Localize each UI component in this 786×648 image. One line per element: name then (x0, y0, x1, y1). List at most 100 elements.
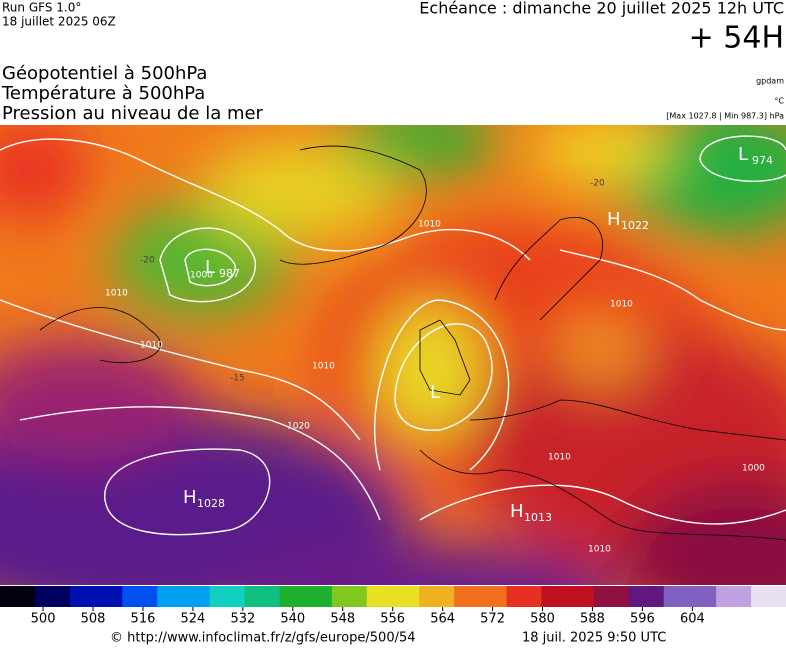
colorbar-swatch (69, 586, 88, 607)
colorbar-swatch (296, 586, 315, 607)
field-name: Géopotentiel à 500hPa (2, 63, 207, 84)
colorbar-swatch (17, 586, 36, 607)
colorbar-swatch (663, 586, 682, 607)
colorbar-label: 500 (31, 612, 56, 627)
center-letter: L (205, 257, 215, 278)
isobar-label: 1020 (287, 422, 310, 432)
center-letter: H (183, 487, 197, 508)
colorbar-swatch (489, 586, 508, 607)
colorbar-label: 516 (131, 612, 156, 627)
temperature-label: -20 (590, 179, 605, 189)
colorbar-label: 564 (430, 612, 455, 627)
unit: °C (774, 97, 784, 106)
colorbar-swatch (611, 586, 630, 607)
isobar-label: 1000 (742, 464, 765, 474)
colorbar-swatch (262, 586, 280, 607)
colorbar-label: 596 (630, 612, 655, 627)
field-name: Pression au niveau de la mer (2, 103, 264, 124)
colorbar-label: 548 (330, 612, 355, 627)
center-value: 1028 (197, 497, 225, 510)
colorbar-label: 524 (180, 612, 205, 627)
colorbar-swatch (541, 586, 560, 607)
colorbar-swatch (279, 586, 298, 607)
valid-time: Echéance : dimanche 20 juillet 2025 12h … (419, 0, 784, 18)
colorbar-swatch (139, 586, 158, 607)
colorbar-swatch (192, 586, 211, 607)
colorbar-swatch (401, 586, 420, 607)
colorbar-swatch (768, 586, 786, 607)
generated-time: 18 juil. 2025 9:50 UTC (522, 631, 666, 646)
colorbar-swatch (716, 586, 735, 607)
colorbar-label: 572 (480, 612, 505, 627)
colorbar-swatch (244, 586, 263, 607)
isobar-label: 1010 (105, 289, 128, 299)
isobar-label: 1010 (418, 220, 441, 230)
colorbar-swatch (52, 586, 71, 607)
colorbar-swatch (733, 586, 752, 607)
colorbar-swatch (349, 586, 368, 607)
isobar-label: 1010 (140, 341, 163, 351)
colorbar-label: 604 (680, 612, 705, 627)
temperature-label: -15 (230, 374, 245, 384)
colorbar-swatch (104, 586, 123, 607)
colorbar-swatch (471, 586, 490, 607)
isobars (0, 135, 786, 536)
colorbar-label: 532 (230, 612, 255, 627)
unit: [Max 1027.8 | Min 987.3] hPa (666, 112, 784, 121)
colorbar-swatch (227, 586, 246, 607)
center-letter: H (607, 209, 621, 230)
run-label: Run GFS 1.0° (2, 1, 81, 15)
center-value: 1022 (621, 219, 649, 232)
colorbar-swatch (34, 586, 53, 607)
isobar-label: 1010 (588, 545, 611, 555)
colorbar-swatch (122, 586, 141, 607)
colorbar-swatch (87, 586, 106, 607)
temperature-label: -20 (140, 256, 155, 266)
source-url: © http://www.infoclimat.fr/z/gfs/europe/… (110, 631, 416, 646)
colorbar-label: 508 (81, 612, 106, 627)
lead-time: + 54H (689, 21, 784, 56)
colorbar-swatch (314, 586, 333, 607)
unit: gpdam (756, 77, 784, 86)
colorbar-swatch (681, 586, 700, 607)
colorbar-swatch (646, 586, 665, 607)
colorbar-label: 580 (530, 612, 555, 627)
run-date: 18 juillet 2025 06Z (2, 15, 116, 29)
colorbar-swatch (0, 586, 18, 607)
colorbar-label: 588 (580, 612, 605, 627)
isobar-label: 1000 (190, 271, 213, 281)
colorbar-label: 556 (380, 612, 405, 627)
colorbar-swatch (698, 586, 717, 607)
colorbar-swatch (157, 586, 176, 607)
colorbar-swatch (366, 586, 385, 607)
colorbar-swatch (524, 586, 542, 607)
colorbar-swatch (506, 586, 525, 607)
colorbar-swatch (331, 586, 350, 607)
colorbar-swatch (628, 586, 647, 607)
colorbar-swatch (751, 586, 770, 607)
colorbar-label: 540 (280, 612, 305, 627)
colorbar-swatch (576, 586, 595, 607)
isobar-label: 1010 (610, 300, 633, 310)
center-letter: H (510, 501, 524, 522)
center-value: 1013 (524, 511, 552, 524)
colorbar-swatch (558, 586, 577, 607)
isobar-label: 1010 (312, 362, 335, 372)
center-letter: L (430, 382, 440, 403)
coastlines (39, 145, 786, 541)
colorbar-swatch (384, 586, 403, 607)
colorbar-swatch (419, 586, 438, 607)
colorbar-swatch (209, 586, 228, 607)
colorbar-swatch (593, 586, 612, 607)
field-name: Température à 500hPa (1, 83, 205, 104)
colorbar-swatch (174, 586, 193, 607)
center-value: 987 (219, 267, 240, 280)
center-letter: L (738, 144, 748, 165)
colorbar-swatch (454, 586, 473, 607)
colorbar-swatch (436, 586, 455, 607)
isobar-label: 1010 (548, 453, 571, 463)
center-value: 974 (752, 154, 773, 167)
map-field (0, 125, 786, 585)
